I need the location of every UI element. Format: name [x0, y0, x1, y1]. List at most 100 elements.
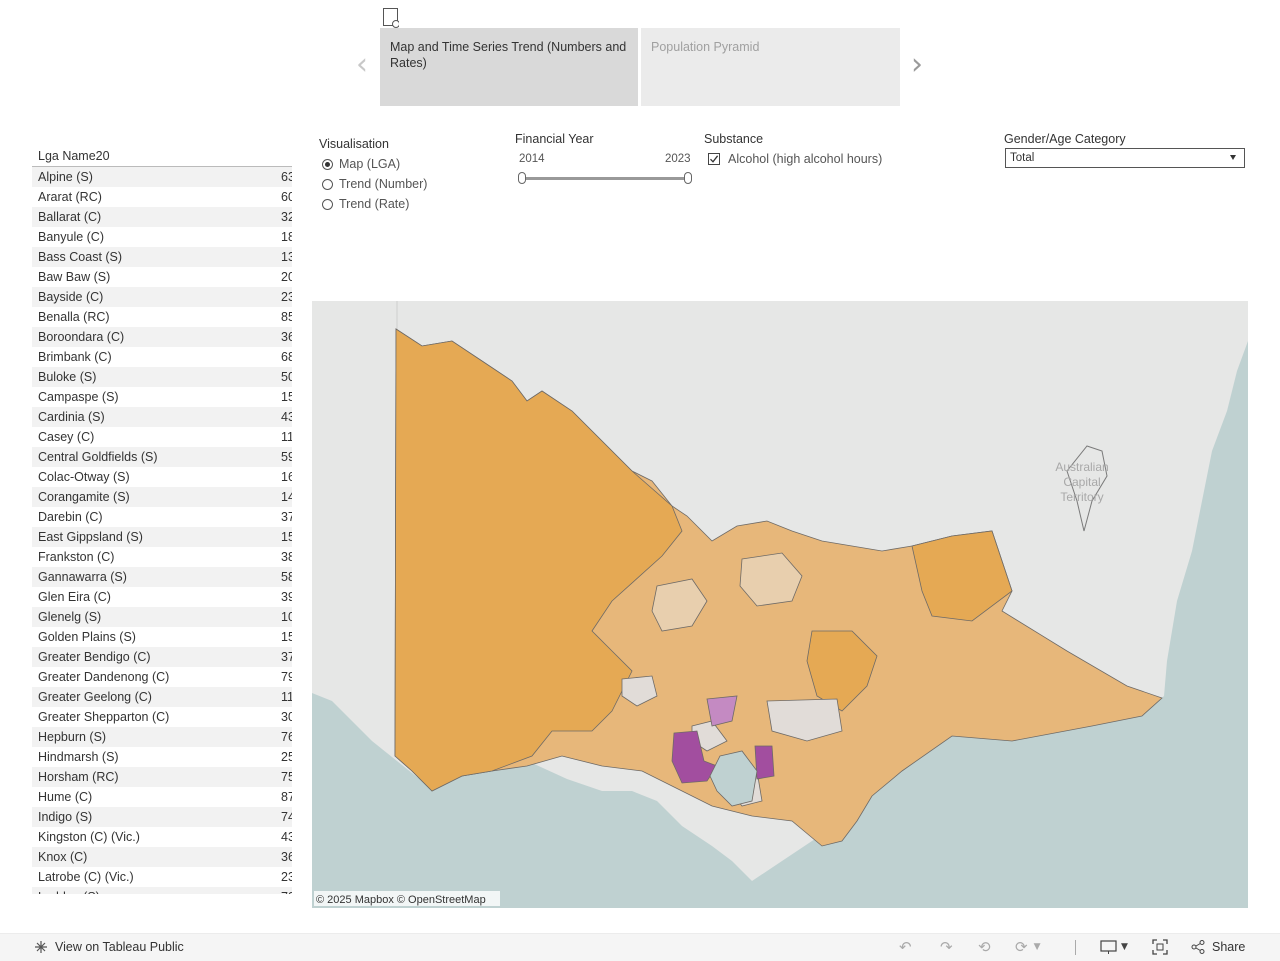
act-label-line-3: Territory [1060, 490, 1103, 504]
share-button[interactable]: Share [1190, 939, 1245, 955]
lga-value: 10 [281, 610, 292, 624]
lga-value: 58 [281, 570, 292, 584]
lga-purple-light[interactable] [706, 695, 738, 727]
redo-button[interactable]: ↷ [940, 939, 953, 955]
lga-value: 14 [281, 490, 292, 504]
story-point-map-trend[interactable]: Map and Time Series Trend (Numbers and R… [380, 28, 638, 106]
victoria-choropleth-map[interactable]: Australian Capital Territory © 2025 Mapb… [312, 301, 1248, 908]
table-row[interactable]: Cardinia (S) 43 [32, 407, 292, 427]
lga-name: Hindmarsh (S) [38, 750, 119, 764]
lga-value: 68 [281, 350, 292, 364]
radio-trend-number[interactable]: Trend (Number) [322, 174, 427, 194]
revert-button[interactable]: ⟲ [978, 939, 991, 955]
table-row[interactable]: Gannawarra (S) 58 [32, 567, 292, 587]
table-row[interactable]: Hindmarsh (S) 25 [32, 747, 292, 767]
table-row[interactable]: Central Goldfields (S) 59 [32, 447, 292, 467]
toolbar-divider [1075, 940, 1076, 955]
lga-name: Latrobe (C) (Vic.) [38, 870, 134, 884]
lga-table[interactable]: Lga Name20 Alpine (S) 63 Ararat (RC) 60 Ball… [32, 145, 292, 894]
substance-option-label: Alcohol (high alcohol hours) [728, 152, 883, 166]
table-row[interactable]: Baw Baw (S) 20 [32, 267, 292, 287]
lga-purple-dark-east[interactable] [754, 745, 775, 780]
attribution-box [314, 891, 500, 906]
lga-light-2[interactable] [739, 552, 803, 607]
table-row[interactable]: Golden Plains (S) 15 [32, 627, 292, 647]
table-row[interactable]: Ararat (RC) 60 [32, 187, 292, 207]
lga-name: Brimbank (C) [38, 350, 112, 364]
table-row[interactable]: Darebin (C) 37 [32, 507, 292, 527]
radio-trend-rate[interactable]: Trend (Rate) [322, 194, 427, 214]
checkbox-checked-icon[interactable] [708, 153, 720, 165]
table-row[interactable]: Greater Dandenong (C) 79 [32, 667, 292, 687]
year-slider-end-handle[interactable] [684, 172, 692, 184]
table-row[interactable]: Boroondara (C) 36 [32, 327, 292, 347]
redo-icon: ↷ [940, 938, 953, 956]
refresh-button[interactable]: ⟳ ▼ [1015, 939, 1041, 955]
table-row[interactable]: Banyule (C) 18 [32, 227, 292, 247]
table-row[interactable]: Latrobe (C) (Vic.) 23 [32, 867, 292, 887]
fullscreen-button[interactable] [1152, 939, 1168, 955]
table-row[interactable]: Brimbank (C) 68 [32, 347, 292, 367]
table-row[interactable]: Greater Bendigo (C) 37 [32, 647, 292, 667]
lga-high-north-east[interactable] [911, 530, 1013, 622]
table-row[interactable]: Bass Coast (S) 13 [32, 247, 292, 267]
lga-grey-east-melbourne[interactable] [766, 698, 843, 742]
table-row[interactable]: Horsham (RC) 75 [32, 767, 292, 787]
previous-arrow-icon[interactable]: ‹ [356, 47, 368, 82]
table-row[interactable]: Buloke (S) 50 [32, 367, 292, 387]
lga-name: Golden Plains (S) [38, 630, 136, 644]
lga-high-west[interactable] [394, 328, 683, 792]
radio-map-lga[interactable]: Map (LGA) [322, 154, 427, 174]
table-row[interactable]: Ballarat (C) 32 [32, 207, 292, 227]
table-row[interactable]: Benalla (RC) 85 [32, 307, 292, 327]
map-attribution[interactable]: © 2025 Mapbox © OpenStreetMap [316, 894, 486, 906]
year-max-label: 2023 [665, 153, 691, 165]
table-row[interactable]: Loddon (S) 70 [32, 887, 292, 894]
lga-value: 15 [281, 390, 292, 404]
table-row[interactable]: Colac-Otway (S) 16 [32, 467, 292, 487]
lga-name: Gannawarra (S) [38, 570, 127, 584]
lga-value: 50 [281, 370, 292, 384]
table-row[interactable]: East Gippsland (S) 15 [32, 527, 292, 547]
fullscreen-icon [1152, 939, 1168, 955]
lga-value: 85 [281, 310, 292, 324]
lga-grey-2[interactable] [621, 675, 658, 707]
table-row[interactable]: Casey (C) 11 [32, 427, 292, 447]
year-slider-start-handle[interactable] [518, 172, 526, 184]
table-row[interactable]: Knox (C) 36 [32, 847, 292, 867]
substance-title: Substance [704, 132, 764, 146]
lga-value: 16 [281, 470, 292, 484]
substance-checkbox-row[interactable]: Alcohol (high alcohol hours) [708, 152, 882, 166]
table-row[interactable]: Campaspe (S) 15 [32, 387, 292, 407]
lga-name: Ararat (RC) [38, 190, 102, 204]
gender-age-dropdown[interactable]: Total [1005, 148, 1245, 168]
act-label-line-2: Capital [1063, 475, 1100, 489]
lga-value: 11 [281, 690, 292, 704]
story-point-label: Population Pyramid [651, 40, 760, 54]
table-row[interactable]: Hume (C) 87 [32, 787, 292, 807]
view-on-tableau-public-link[interactable]: View on Tableau Public [33, 939, 184, 955]
table-row[interactable]: Kingston (C) (Vic.) 43 [32, 827, 292, 847]
table-row[interactable]: Bayside (C) 23 [32, 287, 292, 307]
lga-name: Frankston (C) [38, 550, 115, 564]
story-point-population-pyramid[interactable]: Population Pyramid [641, 28, 900, 106]
lga-light-1[interactable] [651, 578, 708, 632]
table-row[interactable]: Greater Geelong (C) 11 [32, 687, 292, 707]
table-row[interactable]: Indigo (S) 74 [32, 807, 292, 827]
table-row[interactable]: Glenelg (S) 10 [32, 607, 292, 627]
lga-name: Darebin (C) [38, 510, 103, 524]
table-row[interactable]: Hepburn (S) 76 [32, 727, 292, 747]
table-row[interactable]: Alpine (S) 63 [32, 167, 292, 187]
undo-button[interactable]: ↶ [899, 939, 912, 955]
lga-high-central[interactable] [806, 630, 878, 712]
download-button[interactable]: ▼ [1100, 939, 1128, 955]
radio-unselected-icon [322, 198, 333, 210]
lga-value: 76 [281, 730, 292, 744]
table-row[interactable]: Greater Shepparton (C) 30 [32, 707, 292, 727]
table-row[interactable]: Glen Eira (C) 39 [32, 587, 292, 607]
next-arrow-icon[interactable]: › [911, 47, 923, 82]
table-row[interactable]: Corangamite (S) 14 [32, 487, 292, 507]
view-link-label: View on Tableau Public [55, 940, 184, 954]
table-row[interactable]: Frankston (C) 38 [32, 547, 292, 567]
year-slider-track[interactable] [520, 177, 690, 180]
